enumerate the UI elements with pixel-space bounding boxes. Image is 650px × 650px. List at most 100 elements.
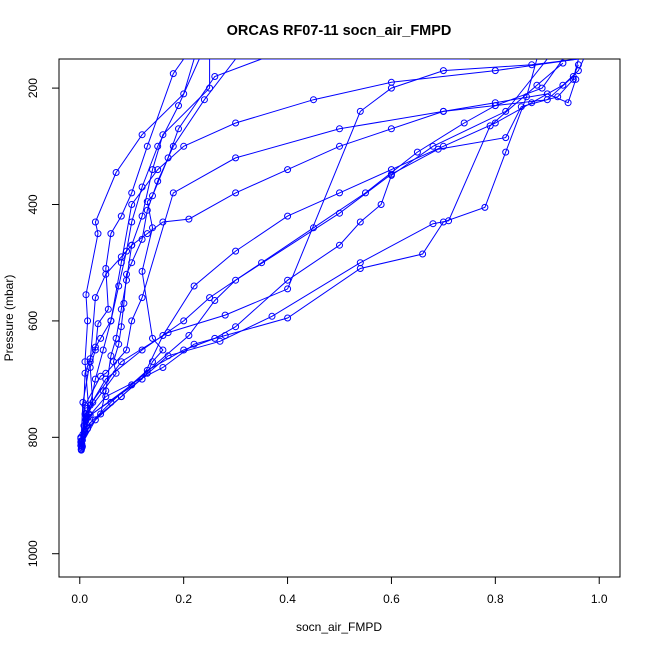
profile-series-7 bbox=[77, 59, 548, 454]
data-point bbox=[149, 334, 156, 342]
data-point bbox=[169, 70, 177, 78]
profile-line bbox=[80, 59, 579, 439]
x-tick-label: 0.2 bbox=[175, 592, 192, 606]
data-point bbox=[91, 294, 99, 302]
data-point bbox=[143, 198, 151, 206]
data-point bbox=[336, 241, 343, 249]
data-point bbox=[460, 119, 468, 127]
data-point bbox=[164, 329, 172, 337]
data-point bbox=[91, 416, 99, 424]
data-point bbox=[502, 148, 510, 156]
data-point bbox=[84, 317, 92, 325]
data-point bbox=[107, 230, 115, 238]
chart-title: ORCAS RF07-11 socn_air_FMPD bbox=[227, 23, 452, 39]
data-point bbox=[159, 218, 167, 226]
data-point bbox=[86, 411, 94, 419]
data-point bbox=[206, 294, 214, 302]
data-point bbox=[559, 81, 567, 89]
data-point bbox=[115, 282, 123, 290]
profile-line bbox=[80, 59, 418, 444]
data-point bbox=[284, 166, 292, 174]
data-point bbox=[216, 337, 224, 345]
data-point bbox=[211, 334, 219, 342]
data-point bbox=[232, 247, 240, 255]
data-point bbox=[486, 122, 494, 130]
profile-line bbox=[81, 59, 579, 447]
profile-line bbox=[80, 59, 538, 443]
x-tick-label: 0.6 bbox=[383, 592, 400, 606]
data-point bbox=[491, 102, 499, 110]
data-point bbox=[94, 320, 102, 328]
data-point bbox=[159, 131, 167, 139]
data-point bbox=[180, 142, 188, 150]
data-point bbox=[491, 119, 499, 127]
data-point bbox=[128, 381, 136, 389]
data-point bbox=[120, 299, 128, 307]
y-tick-label: 800 bbox=[26, 427, 40, 447]
data-point bbox=[502, 107, 510, 115]
data-point bbox=[232, 323, 240, 331]
data-point bbox=[481, 203, 489, 211]
x-axis: 0.0 0.2 0.4 0.6 0.8 1.0 bbox=[71, 576, 608, 606]
data-point bbox=[128, 241, 136, 249]
data-point bbox=[574, 61, 582, 69]
profile-series-16 bbox=[77, 59, 579, 446]
data-point bbox=[284, 212, 292, 220]
profile-line bbox=[80, 59, 585, 441]
data-point bbox=[97, 410, 105, 418]
data-point bbox=[91, 218, 99, 226]
data-point bbox=[284, 314, 292, 322]
data-point bbox=[117, 358, 125, 366]
x-tick-label: 0.8 bbox=[487, 592, 504, 606]
data-point bbox=[138, 267, 146, 275]
data-point bbox=[91, 343, 99, 351]
data-point bbox=[149, 358, 156, 366]
data-point bbox=[143, 230, 151, 238]
profile-series-13 bbox=[77, 61, 582, 448]
data-point bbox=[434, 145, 442, 153]
data-point bbox=[117, 323, 125, 331]
data-point bbox=[387, 170, 395, 178]
data-point bbox=[77, 442, 85, 449]
data-point bbox=[97, 334, 105, 342]
data-point bbox=[112, 169, 120, 176]
data-point bbox=[99, 346, 107, 354]
data-point bbox=[439, 67, 447, 75]
data-point bbox=[107, 352, 115, 360]
data-point bbox=[377, 201, 385, 208]
profile-line bbox=[80, 79, 577, 446]
y-tick-label: 400 bbox=[26, 194, 40, 214]
data-point bbox=[180, 90, 188, 98]
data-point bbox=[117, 305, 125, 313]
data-point bbox=[232, 189, 240, 197]
data-point bbox=[387, 125, 395, 133]
data-point bbox=[310, 96, 317, 104]
data-point bbox=[84, 404, 92, 412]
data-point bbox=[138, 375, 146, 383]
data-point bbox=[387, 84, 395, 92]
data-point bbox=[169, 189, 177, 197]
data-point bbox=[200, 96, 208, 104]
data-point bbox=[154, 142, 162, 150]
data-point bbox=[528, 99, 536, 107]
data-point bbox=[232, 276, 240, 284]
data-point bbox=[97, 372, 105, 380]
data-point bbox=[149, 166, 156, 174]
profile-series-9 bbox=[78, 59, 567, 452]
y-tick-label: 600 bbox=[26, 311, 40, 331]
data-point bbox=[336, 125, 343, 133]
data-point bbox=[82, 291, 90, 299]
data-point bbox=[268, 312, 276, 320]
data-point bbox=[429, 220, 437, 228]
data-point bbox=[77, 445, 85, 453]
series-layer bbox=[77, 59, 585, 454]
data-point bbox=[138, 346, 146, 354]
data-point bbox=[143, 142, 151, 150]
data-point bbox=[211, 73, 219, 80]
data-point bbox=[190, 282, 198, 290]
x-axis-label: socn_air_FMPD bbox=[296, 620, 382, 634]
profile-series-8 bbox=[77, 59, 538, 446]
data-point bbox=[115, 340, 123, 348]
data-point bbox=[538, 84, 546, 92]
y-tick-label: 1000 bbox=[26, 540, 40, 567]
